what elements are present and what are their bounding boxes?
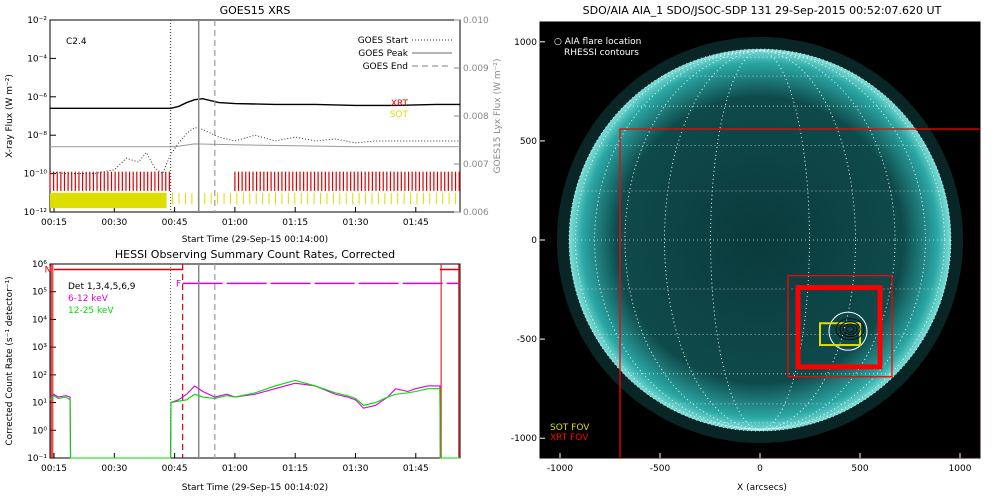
aia-legend-label: ○ AIA flare location (554, 37, 641, 47)
hessi-series-line (49, 379, 460, 459)
aia-ytick-label: 1000 (514, 38, 537, 48)
aia-ytick-label: -500 (517, 335, 538, 345)
aia-xtick-label: 1000 (949, 464, 972, 474)
goes-series-line (50, 98, 460, 110)
aia-fov-legend-label: SOT FOV (550, 423, 590, 433)
goes-ytick-label: 10⁻² (27, 16, 47, 26)
goes-y2tick-label: 0.010 (463, 16, 489, 26)
hessi-flag-label: F (176, 279, 181, 289)
aia-grid-longitude (575, 50, 945, 430)
aia-xrt-fov-box (619, 128, 980, 458)
hessi-legend-label: Det 1,3,4,5,6,9 (68, 282, 136, 292)
aia-ytick-label: -1000 (511, 434, 537, 444)
goes-legend-label: GOES Peak (358, 49, 408, 59)
hessi-xtick-label: 01:15 (282, 464, 308, 474)
aia-rhessi-contour (835, 318, 865, 341)
hessi-ytick-label: 10⁵ (32, 288, 47, 298)
hessi-panel: HESSI Observing Summary Count Rates, Cor… (5, 248, 461, 493)
hessi-ylabel: Corrected Count Rate (s⁻¹ detector⁻¹) (5, 276, 15, 445)
aia-title: SDO/AIA AIA_1 SDO/JSOC-SDP 131 29-Sep-20… (583, 4, 942, 17)
goes-ytick-label: 10⁻¹² (24, 208, 48, 218)
hessi-xtick-label: 01:00 (222, 464, 248, 474)
goes-y2tick-label: 0.006 (463, 208, 489, 218)
hessi-xlabel: Start Time (29-Sep-15 00:14:02) (182, 483, 328, 493)
aia-xrt-fov-box (787, 275, 893, 378)
hessi-xtick-label: 00:15 (41, 464, 67, 474)
aia-grid-longitude (710, 50, 810, 430)
hessi-xtick-label: 00:30 (101, 464, 127, 474)
goes-legend-label: GOES End (363, 62, 408, 72)
goes-ytick-label: 10⁻⁴ (27, 54, 47, 64)
aia-fov-legend-label: XRT FOV (550, 433, 589, 443)
aia-sot-fov-box (819, 322, 861, 347)
goes-instrument-label: SOT (390, 110, 409, 120)
hessi-ytick-label: 10⁶ (32, 260, 47, 270)
goes-series-line (49, 126, 460, 175)
goes-xtick-label: 00:15 (41, 218, 67, 228)
aia-xrt-fov-box (795, 285, 883, 370)
aia-flare-circle (828, 311, 868, 351)
hessi-ytick-label: 10³ (32, 343, 47, 353)
goes-ylabel: X-ray Flux (W m⁻²) (5, 74, 15, 158)
aia-ytick-label: 0 (531, 236, 537, 246)
aia-image (540, 22, 980, 458)
aia-legend-label: RHESSI contours (564, 48, 639, 58)
hessi-xtick-label: 01:30 (343, 464, 369, 474)
goes-ytick-label: 10⁻⁸ (27, 131, 47, 141)
aia-xtick-label: 500 (851, 464, 868, 474)
hessi-legend-label: 6-12 keV (68, 294, 109, 304)
goes-xtick-label: 01:00 (222, 218, 248, 228)
goes-xtick-label: 00:30 (101, 218, 127, 228)
goes-xtick-label: 00:45 (162, 218, 188, 228)
hessi-plot-frame (49, 263, 461, 459)
aia-xtick-label: 0 (757, 464, 763, 474)
aia-xtick-label: -500 (650, 464, 671, 474)
goes-xtick-label: 01:15 (282, 218, 308, 228)
goes-annotation: C2.4 (66, 37, 87, 47)
goes-y2label: GOES15 Lyx Flux (W m⁻²) (493, 59, 503, 174)
hessi-legend-label: 12-25 keV (68, 306, 114, 316)
aia-rhessi-contour (845, 325, 855, 333)
goes-series-line (50, 143, 460, 148)
hessi-xtick-label: 01:45 (403, 464, 429, 474)
goes-legend-label: GOES Start (358, 36, 409, 46)
aia-rhessi-contour (842, 323, 858, 335)
hessi-ytick-label: 10⁻¹ (27, 454, 47, 464)
goes-y2tick-label: 0.007 (463, 160, 489, 170)
hessi-flag-label: N (45, 266, 52, 276)
goes-ytick-label: 10⁻¹⁰ (24, 170, 48, 180)
aia-rhessi-contour (839, 321, 861, 338)
hessi-ytick-label: 10¹ (32, 399, 47, 409)
aia-grid-longitude (624, 50, 896, 430)
hessi-ytick-label: 10⁴ (32, 315, 47, 325)
aia-grid-limb (568, 48, 952, 432)
aia-xlabel: X (arcsecs) (737, 483, 787, 493)
aia-ytick-label: 500 (520, 137, 537, 147)
aia-xtick-label: -1000 (547, 464, 573, 474)
hessi-xtick-label: 00:45 (162, 464, 188, 474)
hessi-ytick-label: 10² (32, 371, 47, 381)
hessi-ytick-label: 10⁰ (32, 426, 47, 436)
goes-ytick-label: 10⁻⁶ (27, 93, 47, 103)
goes-y2tick-label: 0.008 (463, 112, 489, 122)
goes-xtick-label: 01:30 (343, 218, 369, 228)
goes-xtick-label: 01:45 (403, 218, 429, 228)
goes-panel: GOES15 XRS 00:15 00:30 00:45 01:00 01:15 01:3… (5, 4, 503, 245)
aia-panel: SDO/AIA AIA_1 SDO/JSOC-SDP 131 29-Sep-20… (511, 4, 981, 493)
goes-xlabel: Start Time (29-Sep-15 00:14:00) (182, 235, 328, 245)
hessi-title: HESSI Observing Summary Count Rates, Cor… (115, 248, 395, 261)
goes-y2tick-label: 0.009 (463, 64, 489, 74)
goes-sot-bar (50, 192, 167, 209)
goes-title: GOES15 XRS (220, 4, 291, 17)
goes-instrument-label: XRT (391, 99, 409, 109)
